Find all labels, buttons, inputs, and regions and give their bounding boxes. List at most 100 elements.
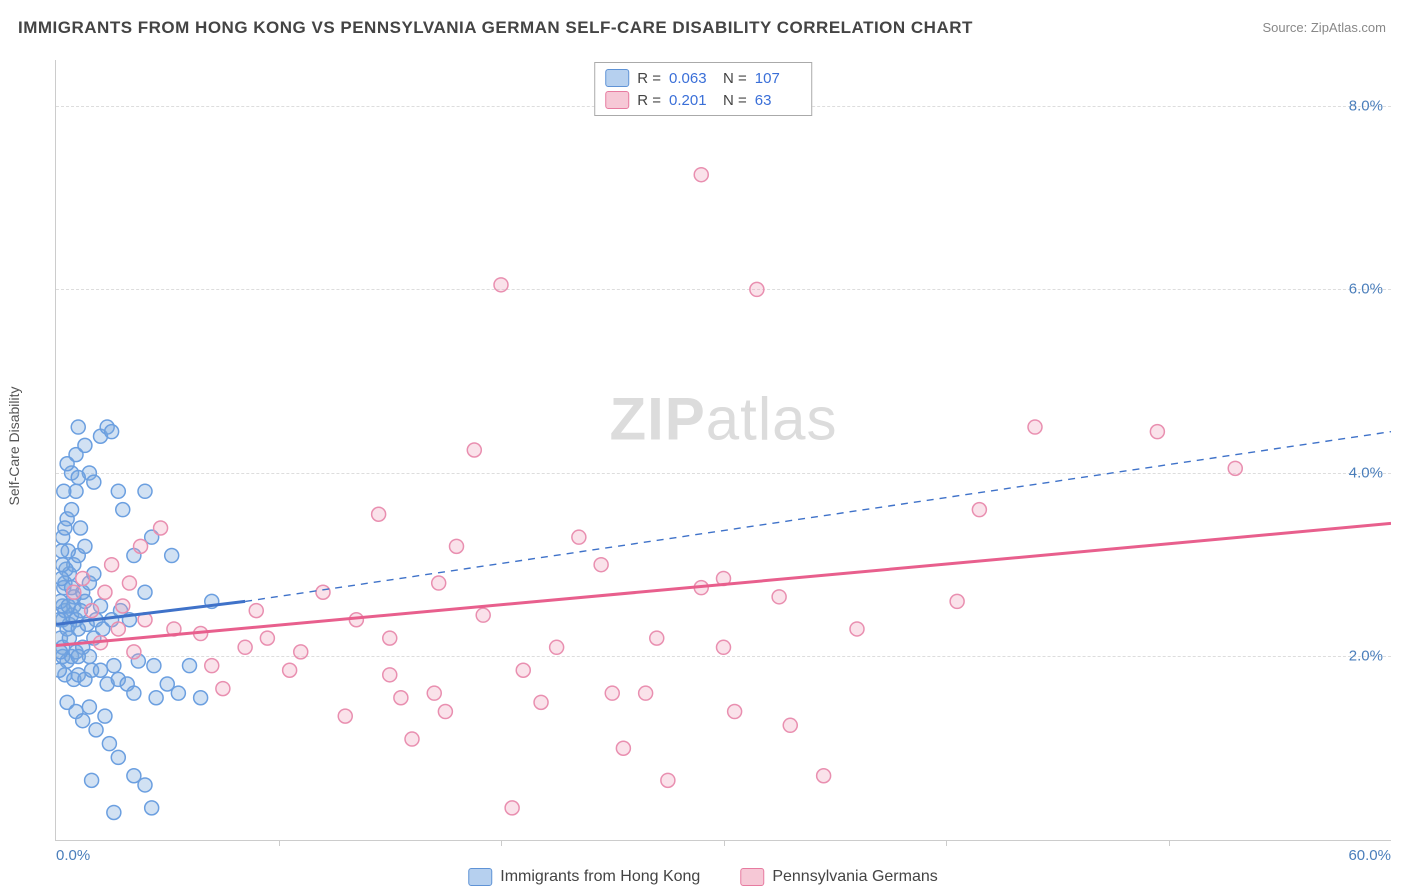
scatter-point (694, 168, 708, 182)
legend-stats-row-2: R = 0.201 N = 63 (605, 89, 801, 111)
scatter-point (260, 631, 274, 645)
scatter-point (56, 544, 69, 558)
scatter-point (134, 539, 148, 553)
scatter-point (972, 503, 986, 517)
scatter-point (65, 503, 79, 517)
scatter-point (505, 801, 519, 815)
scatter-point (105, 425, 119, 439)
source-value: ZipAtlas.com (1311, 20, 1386, 35)
scatter-point (467, 443, 481, 457)
scatter-point (71, 649, 85, 663)
scatter-point (105, 558, 119, 572)
legend-item-2: Pennsylvania Germans (740, 868, 937, 886)
scatter-point (427, 686, 441, 700)
legend-label-1: Immigrants from Hong Kong (500, 868, 700, 886)
legend-series: Immigrants from Hong Kong Pennsylvania G… (468, 868, 938, 886)
scatter-point (516, 663, 530, 677)
scatter-point (405, 732, 419, 746)
scatter-point (1150, 425, 1164, 439)
x-tick-label-min: 0.0% (56, 847, 90, 864)
scatter-point (85, 773, 99, 787)
scatter-point (145, 801, 159, 815)
legend-swatch-series1 (605, 69, 629, 87)
legend-item-1: Immigrants from Hong Kong (468, 868, 700, 886)
scatter-point (127, 645, 141, 659)
scatter-point (122, 576, 136, 590)
scatter-point (94, 663, 108, 677)
scatter-point (56, 558, 70, 572)
scatter-point (639, 686, 653, 700)
scatter-point (249, 604, 263, 618)
plot-area: ZIPatlas 0.0% 60.0% 2.0%4.0%6.0%8.0% (55, 60, 1391, 841)
scatter-point (78, 539, 92, 553)
scatter-point (171, 686, 185, 700)
legend-swatch-2 (740, 868, 764, 886)
scatter-point (76, 571, 90, 585)
x-tick-label-max: 60.0% (1348, 847, 1391, 864)
scatter-point (78, 438, 92, 452)
scatter-point (394, 691, 408, 705)
scatter-point (71, 471, 85, 485)
scatter-point (89, 723, 103, 737)
scatter-point (57, 484, 71, 498)
stat-n-value-1: 107 (755, 70, 801, 87)
scatter-point (1228, 461, 1242, 475)
scatter-point (165, 549, 179, 563)
scatter-point (116, 599, 130, 613)
scatter-point (85, 604, 99, 618)
scatter-point (238, 640, 252, 654)
trend-line-solid (56, 523, 1391, 645)
y-axis-title: Self-Care Disability (6, 386, 22, 505)
chart-title: IMMIGRANTS FROM HONG KONG VS PENNSYLVANI… (18, 18, 973, 38)
legend-stats: R = 0.063 N = 107 R = 0.201 N = 63 (594, 62, 812, 116)
scatter-point (450, 539, 464, 553)
scatter-point (950, 594, 964, 608)
stat-r-label: R = (637, 70, 661, 87)
scatter-point (605, 686, 619, 700)
scatter-point (107, 659, 121, 673)
legend-stats-row-1: R = 0.063 N = 107 (605, 67, 801, 89)
scatter-point (283, 663, 297, 677)
scatter-point (138, 484, 152, 498)
scatter-point (111, 750, 125, 764)
scatter-point (138, 585, 152, 599)
scatter-point (60, 457, 74, 471)
scatter-point (116, 503, 130, 517)
scatter-point (383, 668, 397, 682)
scatter-point (149, 691, 163, 705)
scatter-point (76, 714, 90, 728)
scatter-point (71, 420, 85, 434)
scatter-point (194, 691, 208, 705)
x-tick-mark (279, 840, 280, 846)
scatter-point (1028, 420, 1042, 434)
scatter-point (98, 585, 112, 599)
scatter-point (432, 576, 446, 590)
scatter-point (98, 709, 112, 723)
scatter-point (111, 622, 125, 636)
scatter-point (661, 773, 675, 787)
scatter-point (372, 507, 386, 521)
scatter-point (294, 645, 308, 659)
stat-r-value-1: 0.063 (669, 70, 715, 87)
scatter-point (383, 631, 397, 645)
scatter-point (494, 278, 508, 292)
x-tick-mark (1169, 840, 1170, 846)
scatter-point (534, 695, 548, 709)
scatter-point (338, 709, 352, 723)
scatter-point (107, 805, 121, 819)
scatter-point (58, 521, 72, 535)
stat-r-value-2: 0.201 (669, 92, 715, 109)
scatter-point (127, 686, 141, 700)
scatter-point (183, 659, 197, 673)
scatter-point (138, 778, 152, 792)
scatter-point (616, 741, 630, 755)
scatter-point (750, 282, 764, 296)
scatter-point (154, 521, 168, 535)
x-tick-mark (501, 840, 502, 846)
scatter-point (56, 663, 66, 677)
scatter-point (111, 484, 125, 498)
scatter-point (147, 659, 161, 673)
scatter-point (438, 705, 452, 719)
x-tick-mark (724, 840, 725, 846)
x-tick-mark (946, 840, 947, 846)
